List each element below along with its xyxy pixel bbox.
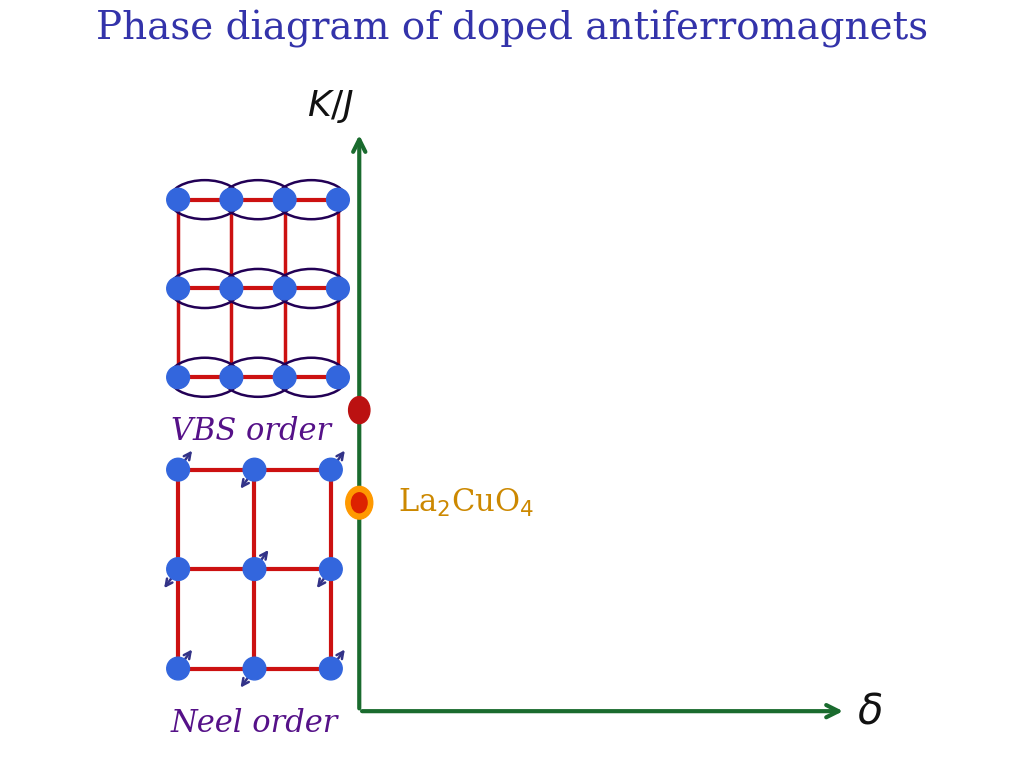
Text: Neel order: Neel order bbox=[171, 707, 338, 739]
Circle shape bbox=[167, 458, 189, 481]
Text: $K/J$: $K/J$ bbox=[307, 88, 354, 125]
Circle shape bbox=[220, 277, 243, 300]
Circle shape bbox=[167, 558, 189, 581]
Text: $\delta$: $\delta$ bbox=[856, 690, 882, 732]
Circle shape bbox=[273, 277, 296, 300]
Circle shape bbox=[243, 458, 266, 481]
Circle shape bbox=[319, 657, 342, 680]
Circle shape bbox=[327, 188, 349, 211]
Circle shape bbox=[273, 366, 296, 389]
Circle shape bbox=[319, 458, 342, 481]
Circle shape bbox=[327, 277, 349, 300]
Circle shape bbox=[167, 188, 189, 211]
Text: La$_2$CuO$_4$: La$_2$CuO$_4$ bbox=[398, 487, 535, 519]
Circle shape bbox=[220, 366, 243, 389]
Circle shape bbox=[319, 558, 342, 581]
Circle shape bbox=[220, 188, 243, 211]
Circle shape bbox=[243, 558, 266, 581]
Circle shape bbox=[327, 366, 349, 389]
Ellipse shape bbox=[346, 486, 373, 519]
Ellipse shape bbox=[348, 396, 370, 424]
Circle shape bbox=[167, 277, 189, 300]
Ellipse shape bbox=[351, 493, 367, 513]
Text: Phase diagram of doped antiferromagnets: Phase diagram of doped antiferromagnets bbox=[96, 10, 928, 48]
Text: VBS order: VBS order bbox=[171, 416, 331, 447]
Circle shape bbox=[167, 657, 189, 680]
Circle shape bbox=[243, 657, 266, 680]
Circle shape bbox=[273, 188, 296, 211]
Circle shape bbox=[167, 366, 189, 389]
